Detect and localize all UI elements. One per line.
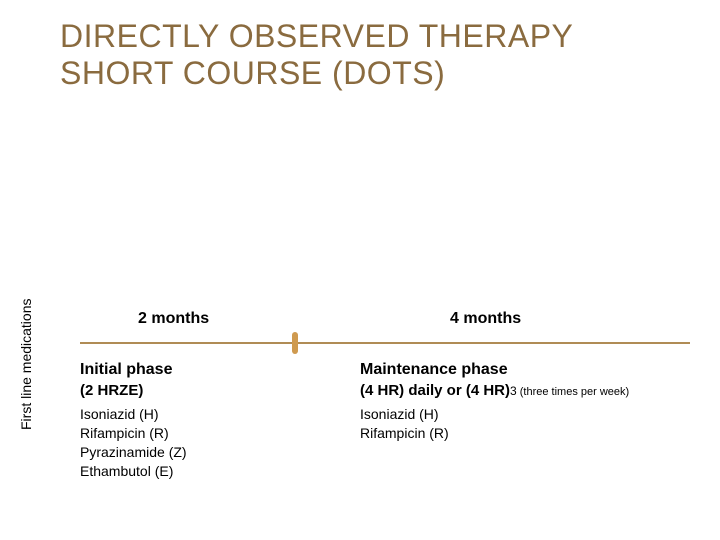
duration-initial: 2 months xyxy=(138,310,209,328)
duration-row: 2 months 4 months xyxy=(80,310,700,338)
med-item: Ethambutol (E) xyxy=(80,462,300,481)
med-item: Rifampicin (R) xyxy=(360,424,700,443)
med-item: Isoniazid (H) xyxy=(80,405,300,424)
med-item: Pyrazinamide (Z) xyxy=(80,443,300,462)
initial-medication-list: Isoniazid (H) Rifampicin (R) Pyrazinamid… xyxy=(80,405,300,481)
maintenance-phase-title: Maintenance phase xyxy=(360,360,700,380)
regimen-tail: (three times per week) xyxy=(517,386,629,398)
title-line-1: DIRECTLY OBSERVED THERAPY xyxy=(60,18,573,54)
maintenance-medication-list: Isoniazid (H) Rifampicin (R) xyxy=(360,405,700,443)
initial-phase-title: Initial phase xyxy=(80,360,300,380)
maintenance-phase-regimen: (4 HR) daily or (4 HR)3 (three times per… xyxy=(360,382,700,399)
timeline-line xyxy=(80,342,690,344)
slide: DIRECTLY OBSERVED THERAPY SHORT COURSE (… xyxy=(0,0,720,540)
vertical-axis-label: First line medications xyxy=(18,299,34,431)
maintenance-phase-column: Maintenance phase (4 HR) daily or (4 HR)… xyxy=(360,360,700,443)
regimen-main: (4 HR) daily or (4 HR) xyxy=(360,382,510,399)
timeline-marker xyxy=(292,332,298,354)
duration-maintenance: 4 months xyxy=(450,310,521,328)
timeline: 2 months 4 months Initial phase (2 HRZE)… xyxy=(80,310,700,360)
title-line-2: SHORT COURSE (DOTS) xyxy=(60,55,445,91)
slide-title: DIRECTLY OBSERVED THERAPY SHORT COURSE (… xyxy=(60,18,573,92)
initial-phase-regimen: (2 HRZE) xyxy=(80,382,300,399)
med-item: Rifampicin (R) xyxy=(80,424,300,443)
initial-phase-column: Initial phase (2 HRZE) Isoniazid (H) Rif… xyxy=(80,360,300,481)
regimen-subscript: 3 xyxy=(510,384,517,398)
med-item: Isoniazid (H) xyxy=(360,405,700,424)
